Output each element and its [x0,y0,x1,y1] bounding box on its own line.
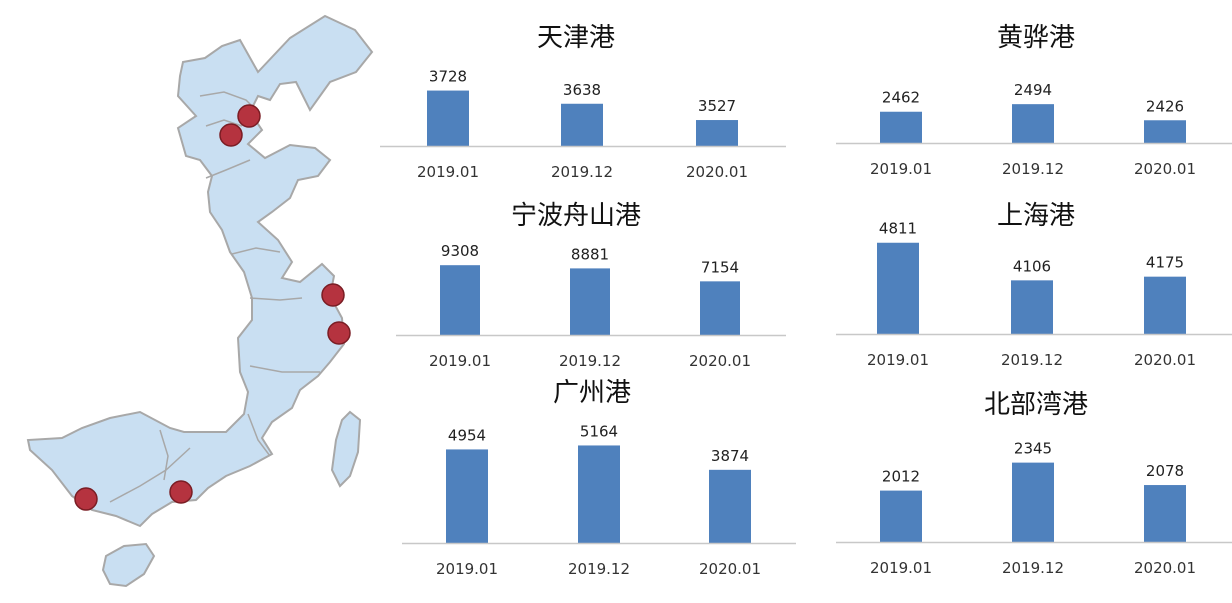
x-tick-label: 2019.12 [559,352,621,370]
x-tick-label: 2020.01 [1134,160,1196,178]
bar-chart-ningbo-zhoushan: 宁波舟山港 9308 2019.01 8881 2019.12 7154 2020.01 [396,201,786,370]
chart-title: 黄骅港 [997,23,1075,53]
data-label: 3874 [711,447,749,465]
chart-title: 天津港 [537,23,615,53]
taiwan-island [330,410,362,488]
x-tick-label: 2019.12 [568,560,630,578]
province-borders [109,91,320,503]
data-label: 8881 [571,245,609,263]
x-tick-label: 2020.01 [686,163,748,181]
x-tick-label: 2019.01 [867,351,929,369]
data-label: 2078 [1146,462,1184,480]
bar [427,90,469,146]
data-label: 2012 [882,468,920,486]
x-tick-label: 2019.01 [417,163,479,181]
bar [709,469,751,543]
china-coastline-map [0,0,380,599]
x-tick-label: 2019.12 [1002,160,1064,178]
bar [440,265,480,335]
data-label: 2345 [1014,440,1052,458]
bar [877,242,919,334]
bar-chart-shanghai: 上海港 4811 2019.01 4106 2019.12 4175 2020.01 [836,201,1232,369]
port-marker [237,104,261,128]
data-label: 3527 [698,97,736,115]
bar [1144,485,1186,542]
bar [696,120,738,146]
bar [1144,120,1186,143]
bar [880,490,922,542]
bar-chart-huanghua: 黄骅港 2462 2019.01 2494 2019.12 2426 2020.01 [836,23,1232,178]
x-tick-label: 2020.01 [699,560,761,578]
data-label: 7154 [701,258,739,276]
port-marker [219,123,243,147]
data-label: 2426 [1146,97,1184,115]
chart-guangzhou: 广州港 4954 2019.01 5164 2019.12 3874 2020.01 [380,375,810,599]
x-tick-label: 2020.01 [1134,559,1196,577]
data-label: 9308 [441,242,479,260]
port-marker [74,487,98,511]
chart-shanghai: 上海港 4811 2019.01 4106 2019.12 4175 2020.01 [836,190,1232,380]
data-label: 3728 [429,68,467,86]
bar-chart-tianjin: 天津港 3728 2019.01 3638 2019.12 3527 2020.01 [380,23,786,181]
x-tick-label: 2019.01 [436,560,498,578]
hainan-island [101,542,156,588]
port-marker [321,283,345,307]
bar-chart-guangzhou: 广州港 4954 2019.01 5164 2019.12 3874 2020.01 [402,378,796,578]
bar [880,111,922,143]
bar [1012,104,1054,143]
bar [1011,280,1053,334]
data-label: 4811 [879,220,917,238]
data-label: 5164 [580,422,618,440]
bar-chart-beibu-gulf: 北部湾港 2012 2019.01 2345 2019.12 2078 2020.01 [836,390,1232,577]
data-label: 4175 [1146,254,1184,272]
data-label: 4106 [1013,257,1051,275]
port-marker [169,480,193,504]
x-tick-label: 2020.01 [1134,351,1196,369]
x-tick-label: 2019.01 [870,160,932,178]
data-label: 2494 [1014,81,1052,99]
bar [1144,276,1186,334]
china-coastline-map-icon [26,14,374,588]
bar [446,449,488,543]
chart-beibu-gulf: 北部湾港 2012 2019.01 2345 2019.12 2078 2020.01 [836,375,1232,599]
chart-huanghua: 黄骅港 2462 2019.01 2494 2019.12 2426 2020.01 [836,0,1232,190]
x-tick-label: 2020.01 [689,352,751,370]
bar [1012,462,1054,542]
x-tick-label: 2019.12 [551,163,613,181]
chart-title: 北部湾港 [984,390,1088,420]
chart-title: 广州港 [553,378,631,408]
x-tick-label: 2019.01 [870,559,932,577]
data-label: 3638 [563,81,601,99]
mainland-shape [26,14,374,528]
chart-ningbo-zhoushan: 宁波舟山港 9308 2019.01 8881 2019.12 7154 2020.01 [380,190,786,380]
data-label: 4954 [448,426,486,444]
chart-tianjin: 天津港 3728 2019.01 3638 2019.12 3527 2020.01 [380,0,786,190]
x-tick-label: 2019.01 [429,352,491,370]
port-markers [74,104,351,511]
data-label: 2462 [882,89,920,107]
bar [570,268,610,335]
bar [578,445,620,543]
x-tick-label: 2019.12 [1002,559,1064,577]
chart-title: 上海港 [997,201,1075,231]
bar [561,103,603,146]
port-marker [327,321,351,345]
bar [700,281,740,335]
x-tick-label: 2019.12 [1001,351,1063,369]
chart-title: 宁波舟山港 [511,201,641,231]
